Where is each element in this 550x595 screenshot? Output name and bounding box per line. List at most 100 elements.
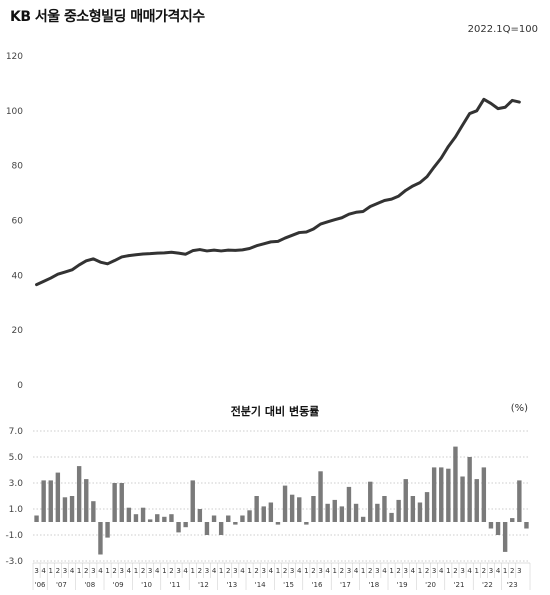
year-label: '13	[226, 581, 237, 589]
line-point	[99, 260, 102, 264]
bar-y-tick-label: -3.0	[5, 557, 23, 567]
quarter-label: 2	[56, 567, 60, 575]
line-point	[376, 202, 379, 205]
line-point	[241, 248, 244, 252]
line-point	[49, 276, 52, 280]
change-bar	[176, 522, 181, 533]
year-label: '22	[482, 581, 493, 589]
quarter-label: 1	[276, 567, 280, 575]
change-bar	[183, 522, 188, 528]
line-point	[518, 100, 521, 104]
quarter-label: 3	[318, 567, 322, 575]
change-bar	[190, 480, 195, 522]
year-label: '07	[56, 581, 67, 589]
quarter-label: 2	[368, 567, 372, 575]
line-point	[127, 254, 131, 257]
quarter-label: 4	[70, 567, 75, 575]
change-bar	[318, 471, 323, 522]
bar-unit-label: (%)	[510, 403, 528, 414]
line-point	[148, 252, 152, 255]
quarter-label: 4	[183, 567, 188, 575]
quarter-label: 2	[510, 567, 514, 575]
line-point	[361, 210, 365, 213]
line-point	[276, 240, 280, 243]
quarter-label: 3	[120, 567, 124, 575]
line-point	[425, 175, 429, 178]
quarter-label: 3	[404, 567, 408, 575]
line-point	[404, 189, 407, 192]
bar-y-tick-label: 1.0	[9, 505, 24, 515]
year-label: '14	[255, 581, 266, 589]
quarter-label: 4	[411, 567, 416, 575]
line-point	[184, 253, 187, 256]
change-bar	[84, 479, 89, 522]
quarter-label: 4	[98, 567, 103, 575]
change-bar	[396, 499, 401, 522]
change-bar	[297, 497, 302, 522]
line-point	[85, 259, 88, 263]
line-point	[489, 102, 493, 105]
year-label: '23	[507, 581, 518, 589]
change-bar	[524, 522, 529, 529]
bars	[34, 446, 529, 555]
line-point	[305, 230, 308, 234]
line-point	[42, 280, 45, 283]
change-bar	[169, 514, 174, 522]
quarter-label: 4	[382, 567, 387, 575]
change-bar	[105, 522, 110, 538]
quarter-label: 1	[475, 567, 479, 575]
quarter-label: 1	[418, 567, 422, 575]
year-label: '20	[425, 581, 436, 589]
quarter-label: 1	[134, 567, 138, 575]
change-bar	[467, 457, 472, 522]
change-bar	[240, 515, 245, 522]
year-label: '19	[397, 581, 408, 589]
quarter-label: 4	[240, 567, 245, 575]
line-point	[262, 242, 265, 246]
change-bar	[360, 516, 366, 522]
line-point	[205, 249, 209, 253]
change-bar	[502, 522, 508, 552]
year-label: '09	[113, 581, 124, 589]
change-bar	[226, 515, 231, 522]
line-point	[177, 251, 180, 255]
quarter-label: 1	[333, 567, 337, 575]
change-bar	[91, 501, 96, 522]
change-bar	[254, 496, 259, 522]
change-bar	[325, 503, 330, 522]
quarter-label: 3	[262, 567, 266, 575]
change-bar	[76, 466, 82, 522]
change-bar	[431, 467, 437, 522]
line-point	[134, 253, 138, 256]
change-bar	[98, 522, 103, 555]
quarter-label: 4	[212, 567, 217, 575]
year-label: '17	[340, 581, 351, 589]
base-note: 2022.1Q=100	[467, 24, 538, 35]
quarter-label: 2	[425, 567, 429, 575]
change-bar	[48, 480, 53, 522]
change-bar	[140, 507, 146, 522]
line-point	[369, 205, 372, 208]
quarter-label: 1	[49, 567, 53, 575]
quarter-label: 3	[347, 567, 351, 575]
line-y-tick-label: 100	[6, 107, 23, 117]
quarter-label: 1	[503, 567, 507, 575]
line-point	[511, 99, 514, 102]
quarter-label: 1	[191, 567, 195, 575]
quarter-label: 2	[141, 567, 145, 575]
line-point	[198, 248, 202, 251]
quarter-label: 2	[226, 567, 230, 575]
change-bar	[147, 519, 153, 522]
change-bar	[62, 497, 68, 522]
quarter-label: 4	[127, 567, 132, 575]
line-point	[248, 247, 251, 250]
change-bar	[247, 510, 252, 522]
line-point	[440, 156, 443, 160]
change-bar	[332, 499, 337, 522]
quarter-label: 4	[155, 567, 160, 575]
line-point	[319, 222, 322, 226]
change-bar	[453, 446, 458, 522]
change-bar	[133, 514, 139, 522]
bar-y-tick-label: 3.0	[9, 479, 24, 489]
